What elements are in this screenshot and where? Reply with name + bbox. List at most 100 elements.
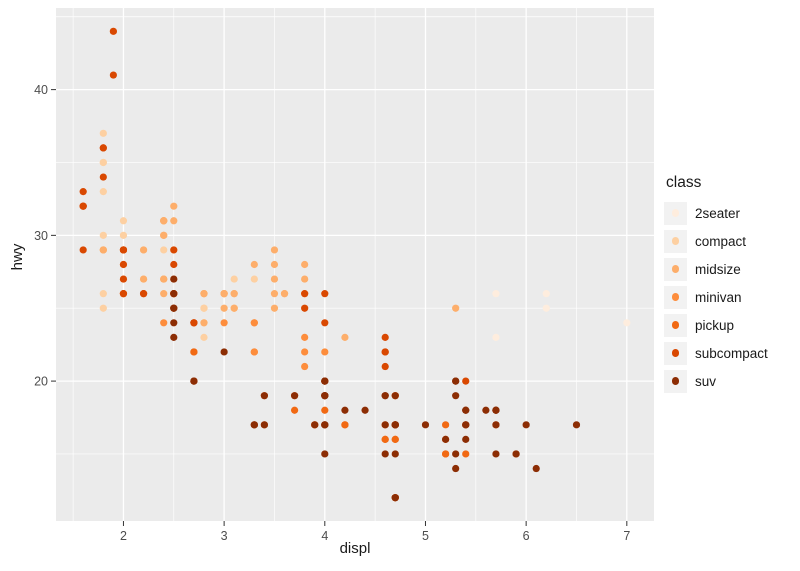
data-point-suv [391,392,399,400]
y-tick-label: 40 [34,83,48,97]
data-point-compact [250,275,258,283]
legend-key [664,341,687,365]
legend-key [664,201,687,225]
data-point-suv [290,392,299,400]
data-point-suv [381,450,389,458]
data-point-suv [260,421,268,429]
data-point-subcompact [119,290,128,298]
data-point-minivan [160,319,168,327]
data-point-2seater [542,304,550,312]
y-axis-title: hwy [9,243,26,271]
legend-entry-suv: suv [664,369,768,393]
legend-point-icon [671,349,680,357]
data-point-suv [170,304,178,312]
legend-label: minivan [695,289,742,305]
data-point-suv [170,319,178,327]
legend-entry-2seater: 2seater [664,201,768,225]
data-point-subcompact [462,377,470,385]
legend-point-icon [671,293,680,301]
data-point-suv [492,421,500,429]
data-point-subcompact [301,290,309,298]
legend-key [664,313,687,337]
legend-entry-midsize: midsize [664,257,768,281]
data-point-midsize [280,290,289,298]
data-point-midsize [270,260,279,269]
data-point-suv [492,450,500,458]
data-point-subcompact [119,246,128,254]
data-point-midsize [160,275,168,283]
data-point-subcompact [79,202,87,210]
data-point-minivan [301,362,309,371]
legend-key [664,257,687,281]
data-point-suv [321,450,329,458]
data-point-suv [391,421,399,429]
data-point-suv [341,406,349,414]
data-point-subcompact [79,188,87,196]
data-point-midsize [230,290,238,298]
data-point-suv [452,377,460,385]
data-point-suv [442,435,450,443]
x-tick-label: 7 [623,529,630,543]
data-point-compact [119,217,128,225]
data-point-midsize [170,202,178,210]
data-point-subcompact [381,348,389,356]
data-point-minivan [220,319,228,327]
data-point-minivan [301,348,309,356]
data-point-minivan [250,348,258,356]
x-tick-label: 5 [422,529,429,543]
data-point-minivan [250,319,258,327]
data-point-midsize [230,304,238,312]
legend-label: pickup [695,317,735,333]
legend-label: midsize [695,261,741,277]
legend: class 2seater compact midsize minivan pickup… [664,174,768,398]
legend-key [664,369,687,393]
data-point-subcompact [99,173,107,181]
legend-entries: 2seater compact midsize minivan pickup subcom… [664,201,768,393]
legend-key [664,285,687,309]
data-point-suv [321,377,329,385]
legend-point-icon [671,377,680,385]
data-point-compact [160,246,168,254]
data-point-pickup [442,450,450,458]
legend-entry-subcompact: subcompact [664,341,768,365]
x-tick-label: 4 [321,529,328,543]
legend-point-icon [671,321,680,329]
data-point-pickup [321,406,329,414]
legend-point-icon [671,209,680,217]
data-point-suv [170,290,178,298]
legend-label: suv [695,373,717,389]
data-point-suv [452,450,460,458]
legend-label: 2seater [695,205,741,221]
data-point-midsize [301,275,309,283]
x-tick-label: 2 [120,529,127,543]
data-point-suv [462,435,470,443]
data-point-midsize [170,217,178,225]
data-point-midsize [270,290,279,298]
data-point-subcompact [139,290,148,298]
legend-entry-pickup: pickup [664,313,768,337]
data-point-suv [391,450,399,458]
data-point-compact [119,231,128,239]
data-point-suv [170,333,178,341]
data-point-suv [361,406,369,414]
data-point-midsize [160,290,168,298]
data-point-compact [99,290,107,298]
data-point-pickup [290,406,299,414]
data-point-compact [200,304,208,312]
data-point-subcompact [170,246,178,254]
data-point-midsize [99,246,107,254]
data-point-midsize [270,275,279,283]
legend-point-icon [671,237,680,245]
legend-entry-minivan: minivan [664,285,768,309]
legend-key [664,229,687,253]
data-point-suv [421,421,430,429]
data-point-subcompact [381,333,389,341]
data-point-midsize [270,246,279,254]
data-point-midsize [270,304,279,312]
data-point-subcompact [170,260,178,269]
data-point-subcompact [321,290,329,298]
data-point-suv [452,392,460,400]
data-point-compact [230,275,238,283]
data-point-midsize [250,260,258,269]
